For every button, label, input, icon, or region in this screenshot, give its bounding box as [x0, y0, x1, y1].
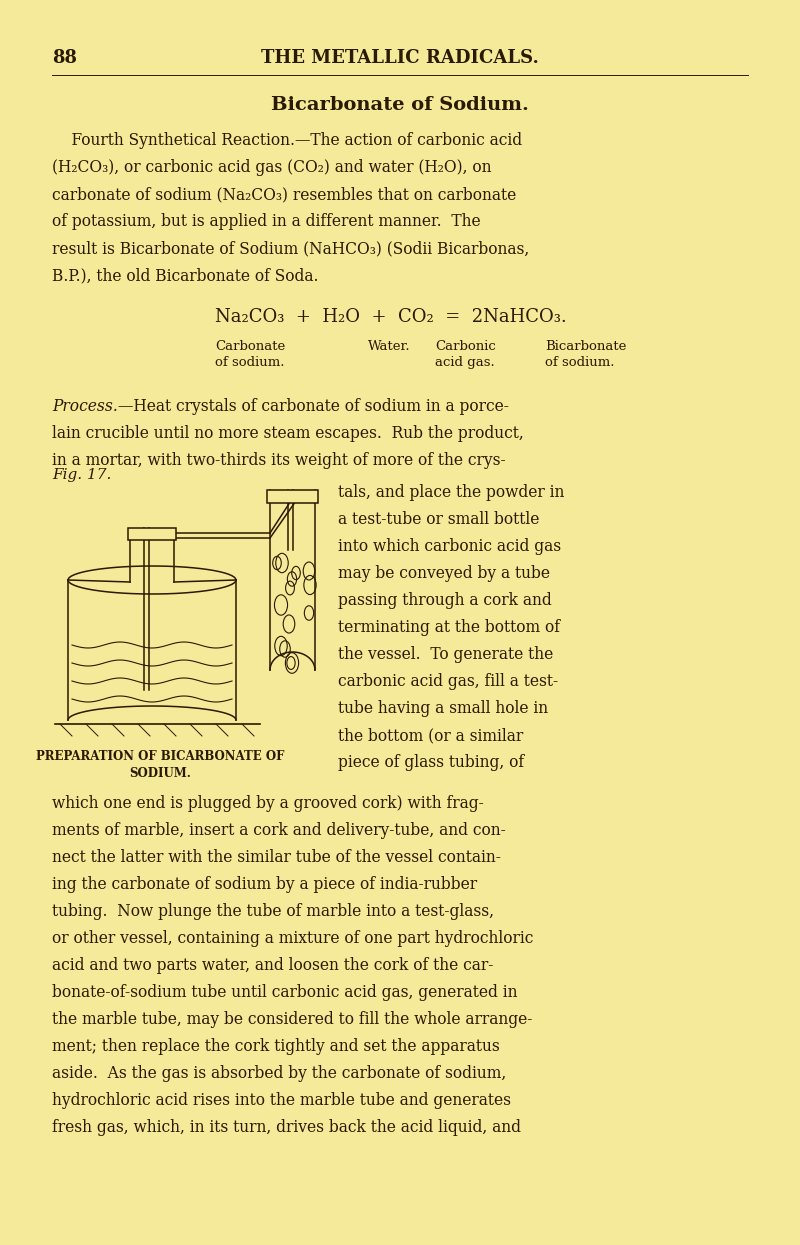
Text: Process.: Process.	[52, 398, 118, 415]
Text: tube having a small hole in: tube having a small hole in	[338, 700, 548, 717]
Text: Bicarbonate
of sodium.: Bicarbonate of sodium.	[545, 340, 626, 369]
Text: nect the latter with the similar tube of the vessel contain-: nect the latter with the similar tube of…	[52, 849, 501, 867]
Text: 88: 88	[52, 49, 77, 67]
Text: acid and two parts water, and loosen the cork of the car-: acid and two parts water, and loosen the…	[52, 957, 494, 974]
Text: —Heat crystals of carbonate of sodium in a porce-: —Heat crystals of carbonate of sodium in…	[118, 398, 509, 415]
Text: Carbonate
of sodium.: Carbonate of sodium.	[215, 340, 286, 369]
Text: Carbonic
acid gas.: Carbonic acid gas.	[435, 340, 496, 369]
Text: lain crucible until no more steam escapes.  Rub the product,: lain crucible until no more steam escape…	[52, 425, 524, 442]
Text: passing through a cork and: passing through a cork and	[338, 593, 552, 609]
Text: terminating at the bottom of: terminating at the bottom of	[338, 619, 560, 636]
Text: into which carbonic acid gas: into which carbonic acid gas	[338, 538, 561, 555]
Text: tubing.  Now plunge the tube of marble into a test-glass,: tubing. Now plunge the tube of marble in…	[52, 903, 494, 920]
Text: B.P.), the old Bicarbonate of Soda.: B.P.), the old Bicarbonate of Soda.	[52, 266, 318, 284]
Text: ments of marble, insert a cork and delivery-tube, and con-: ments of marble, insert a cork and deliv…	[52, 822, 506, 839]
Text: Water.: Water.	[368, 340, 410, 354]
Text: carbonic acid gas, fill a test-: carbonic acid gas, fill a test-	[338, 674, 558, 690]
Text: Na₂CO₃  +  H₂O  +  CO₂  =  2NaHCO₃.: Na₂CO₃ + H₂O + CO₂ = 2NaHCO₃.	[215, 308, 566, 326]
Text: may be conveyed by a tube: may be conveyed by a tube	[338, 565, 550, 581]
Text: piece of glass tubing, of: piece of glass tubing, of	[338, 754, 524, 771]
Text: the marble tube, may be considered to fill the whole arrange-: the marble tube, may be considered to fi…	[52, 1011, 532, 1028]
Text: of potassium, but is applied in a different manner.  The: of potassium, but is applied in a differ…	[52, 213, 481, 230]
Text: bonate-of-sodium tube until carbonic acid gas, generated in: bonate-of-sodium tube until carbonic aci…	[52, 984, 518, 1001]
Text: THE METALLIC RADICALS.: THE METALLIC RADICALS.	[261, 49, 539, 67]
Text: aside.  As the gas is absorbed by the carbonate of sodium,: aside. As the gas is absorbed by the car…	[52, 1064, 506, 1082]
Text: which one end is plugged by a grooved cork) with frag-: which one end is plugged by a grooved co…	[52, 796, 484, 812]
Text: Fourth Synthetical Reaction.—The action of carbonic acid: Fourth Synthetical Reaction.—The action …	[52, 132, 522, 149]
Text: (H₂CO₃), or carbonic acid gas (CO₂) and water (H₂O), on: (H₂CO₃), or carbonic acid gas (CO₂) and …	[52, 159, 491, 176]
Text: in a mortar, with two-thirds its weight of more of the crys-: in a mortar, with two-thirds its weight …	[52, 452, 506, 469]
Text: fresh gas, which, in its turn, drives back the acid liquid, and: fresh gas, which, in its turn, drives ba…	[52, 1119, 521, 1135]
Text: or other vessel, containing a mixture of one part hydrochloric: or other vessel, containing a mixture of…	[52, 930, 534, 947]
Text: a test-tube or small bottle: a test-tube or small bottle	[338, 510, 539, 528]
Bar	[128, 528, 176, 540]
Bar	[267, 491, 318, 503]
Text: Fig. 17.: Fig. 17.	[52, 468, 111, 482]
Text: ing the carbonate of sodium by a piece of india-rubber: ing the carbonate of sodium by a piece o…	[52, 876, 477, 893]
Text: carbonate of sodium (Na₂CO₃) resembles that on carbonate: carbonate of sodium (Na₂CO₃) resembles t…	[52, 186, 516, 203]
Text: the vessel.  To generate the: the vessel. To generate the	[338, 646, 554, 664]
Text: Bicarbonate of Sodium.: Bicarbonate of Sodium.	[271, 96, 529, 115]
Text: ment; then replace the cork tightly and set the apparatus: ment; then replace the cork tightly and …	[52, 1038, 500, 1055]
Text: the bottom (or a similar: the bottom (or a similar	[338, 727, 523, 745]
Text: PREPARATION OF BICARBONATE OF
SODIUM.: PREPARATION OF BICARBONATE OF SODIUM.	[36, 749, 284, 781]
Text: result is Bicarbonate of Sodium (NaHCO₃) (Sodii Bicarbonas,: result is Bicarbonate of Sodium (NaHCO₃)…	[52, 240, 530, 256]
Text: tals, and place the powder in: tals, and place the powder in	[338, 484, 564, 500]
Text: hydrochloric acid rises into the marble tube and generates: hydrochloric acid rises into the marble …	[52, 1092, 511, 1109]
